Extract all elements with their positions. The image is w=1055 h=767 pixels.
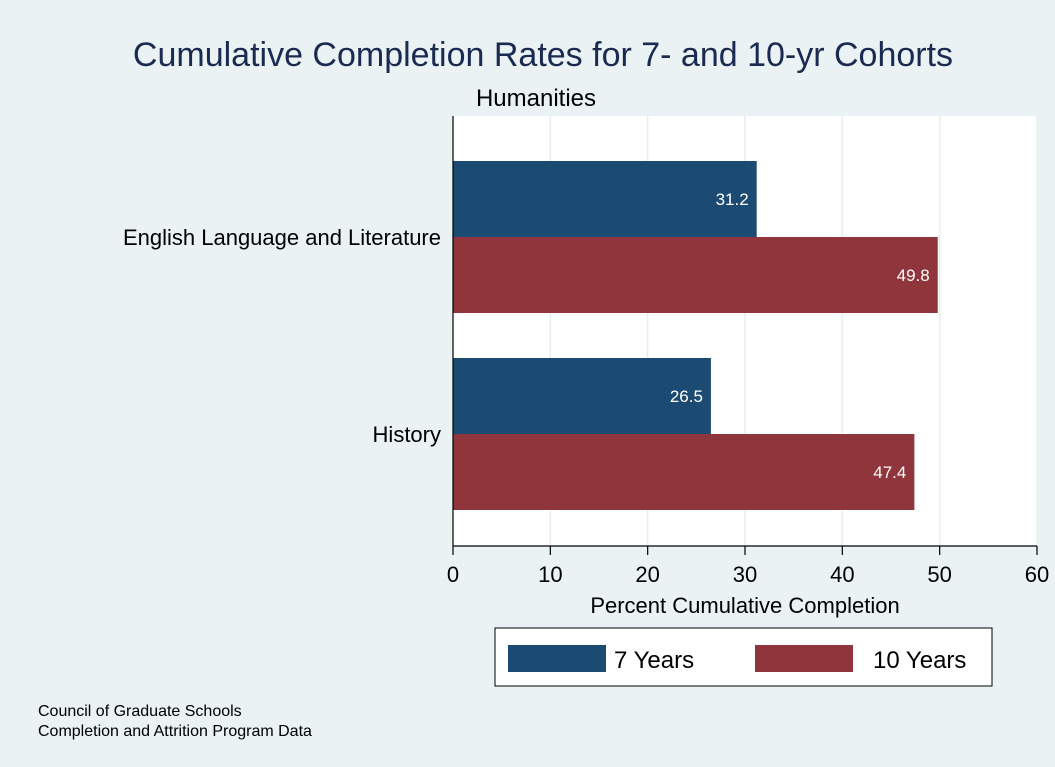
note-line-2: Completion and Attrition Program Data (38, 723, 312, 740)
x-tick-label-10: 10 (538, 562, 562, 587)
bar-english-7-years (453, 161, 757, 237)
legend: 7 Years 10 Years (494, 627, 993, 687)
x-tick-label-20: 20 (635, 562, 659, 587)
chart-subtitle: Humanities (476, 85, 596, 112)
bar-label-english-10-years: 49.8 (897, 266, 930, 285)
x-tick-label-40: 40 (830, 562, 854, 587)
bar-label-english-7-years: 31.2 (716, 190, 749, 209)
note-line-1: Council of Graduate Schools (38, 703, 242, 720)
legend-swatch-10-years (755, 645, 853, 672)
x-tick-label-50: 50 (927, 562, 951, 587)
bar-labels: 31.2 49.8 26.5 47.4 (670, 190, 930, 482)
category-label-english: English Language and Literature (123, 225, 441, 250)
x-tick-label-0: 0 (447, 562, 459, 587)
bar-label-history-7-years: 26.5 (670, 387, 703, 406)
bar-label-history-10-years: 47.4 (873, 463, 906, 482)
legend-swatch-7-years (508, 645, 606, 672)
bar-history-7-years (453, 358, 711, 434)
bars (453, 161, 938, 510)
x-tick-label-60: 60 (1025, 562, 1049, 587)
bar-history-10-years (453, 434, 915, 510)
category-label-history: History (373, 422, 441, 447)
bar-english-10-years (453, 237, 938, 313)
category-labels: English Language and Literature History (123, 225, 441, 447)
chart-title: Cumulative Completion Rates for 7- and 1… (133, 36, 953, 74)
legend-label-10-years: 10 Years (873, 647, 966, 674)
x-axis-title: Percent Cumulative Completion (590, 593, 899, 618)
legend-label-7-years: 7 Years (614, 647, 694, 674)
x-ticks: 0 10 20 30 40 50 60 (447, 546, 1049, 587)
x-tick-label-30: 30 (733, 562, 757, 587)
